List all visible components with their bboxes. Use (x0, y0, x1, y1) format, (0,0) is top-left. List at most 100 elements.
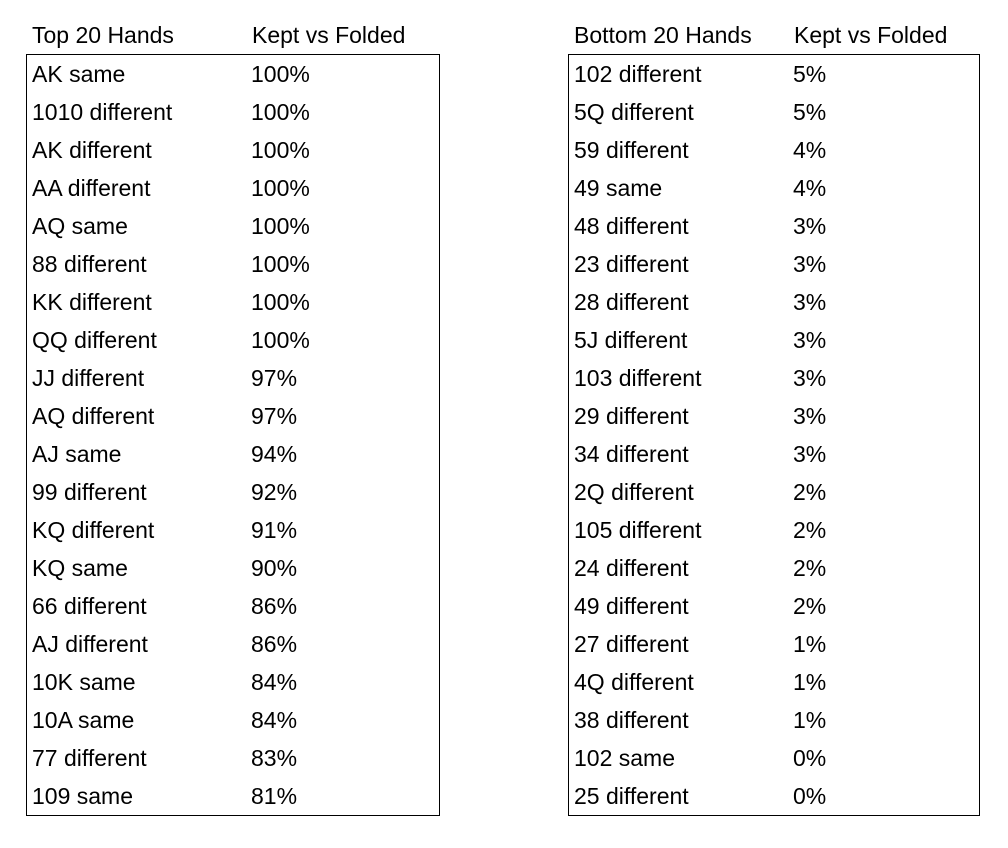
table-row: 66 different 86% (27, 587, 439, 625)
kept-percent-cell: 97% (251, 364, 298, 391)
kept-percent-cell: 94% (251, 440, 298, 467)
kept-percent-cell: 2% (793, 554, 827, 581)
hand-cell: KK different (32, 288, 152, 315)
kept-percent-cell: 4% (793, 174, 827, 201)
kept-percent-cell: 5% (793, 98, 827, 125)
table-row: 105 different 2% (569, 511, 979, 549)
hand-cell: KQ same (32, 554, 128, 581)
kept-percent-cell: 83% (251, 744, 298, 771)
table-row: 102 same 0% (569, 739, 979, 777)
kept-percent-cell: 100% (251, 98, 310, 125)
table-row: QQ different 100% (27, 321, 439, 359)
hand-cell: 99 different (32, 478, 147, 505)
table-row: 49 same 4% (569, 169, 979, 207)
hand-cell: 102 same (574, 744, 676, 771)
kept-percent-cell: 100% (251, 212, 310, 239)
kept-percent-cell: 100% (251, 136, 310, 163)
table-row: AK different 100% (27, 131, 439, 169)
kept-percent-cell: 2% (793, 592, 827, 619)
kept-percent-cell: 1% (793, 706, 827, 733)
bottom-table-header: Bottom 20 Hands Kept vs Folded (568, 16, 980, 54)
hand-cell: AQ same (32, 212, 128, 239)
kept-percent-cell: 97% (251, 402, 298, 429)
hand-cell: 49 same (574, 174, 663, 201)
table-row: 48 different 3% (569, 207, 979, 245)
table-row: 5J different 3% (569, 321, 979, 359)
kept-percent-cell: 3% (793, 250, 827, 277)
hand-cell: JJ different (32, 364, 145, 391)
table-row: AJ different 86% (27, 625, 439, 663)
hand-cell: 23 different (574, 250, 689, 277)
hand-cell: 77 different (32, 744, 147, 771)
hand-cell: 5Q different (574, 98, 694, 125)
table-row: KQ different 91% (27, 511, 439, 549)
hand-cell: AQ different (32, 402, 155, 429)
hand-cell: 103 different (574, 364, 702, 391)
hand-cell: 5J different (574, 326, 688, 353)
table-row: AK same 100% (27, 55, 439, 93)
table-row: 49 different 2% (569, 587, 979, 625)
kept-percent-cell: 84% (251, 706, 298, 733)
kept-percent-cell: 92% (251, 478, 298, 505)
hand-cell: 48 different (574, 212, 689, 239)
hand-cell: 10A same (32, 706, 135, 733)
table-row: AJ same 94% (27, 435, 439, 473)
table-row: 23 different 3% (569, 245, 979, 283)
kept-percent-cell: 100% (251, 288, 310, 315)
hand-cell: 10K same (32, 668, 136, 695)
kept-percent-cell: 0% (793, 744, 827, 771)
table-row: 38 different 1% (569, 701, 979, 739)
kept-percent-cell: 1% (793, 630, 827, 657)
hand-cell: 105 different (574, 516, 702, 543)
kept-percent-cell: 4% (793, 136, 827, 163)
hand-cell: 109 same (32, 782, 134, 809)
kept-percent-cell: 0% (793, 782, 827, 809)
hand-cell: 25 different (574, 782, 689, 809)
hand-cell: 24 different (574, 554, 689, 581)
table-row: 102 different 5% (569, 55, 979, 93)
hand-cell: 34 different (574, 440, 689, 467)
kept-percent-cell: 100% (251, 250, 310, 277)
hand-cell: 28 different (574, 288, 689, 315)
top-hands-table: Top 20 Hands Kept vs Folded AK same 100% 1… (26, 16, 440, 816)
hand-cell: 49 different (574, 592, 689, 619)
kept-percent-cell: 3% (793, 440, 827, 467)
kept-percent-cell: 2% (793, 478, 827, 505)
table-row: 88 different 100% (27, 245, 439, 283)
kept-percent-cell: 90% (251, 554, 298, 581)
bottom-table-header-hand: Bottom 20 Hands (574, 21, 752, 48)
hand-cell: AK same (32, 60, 126, 87)
hand-cell: AJ different (32, 630, 148, 657)
table-row: JJ different 97% (27, 359, 439, 397)
table-row: 28 different 3% (569, 283, 979, 321)
table-row: 10A same 84% (27, 701, 439, 739)
table-row: 34 different 3% (569, 435, 979, 473)
hand-cell: KQ different (32, 516, 155, 543)
hand-cell: 66 different (32, 592, 147, 619)
hand-cell: 2Q different (574, 478, 694, 505)
table-row: 27 different 1% (569, 625, 979, 663)
table-row: 103 different 3% (569, 359, 979, 397)
kept-percent-cell: 5% (793, 60, 827, 87)
table-row: 99 different 92% (27, 473, 439, 511)
table-row: AQ same 100% (27, 207, 439, 245)
bottom-hands-table: Bottom 20 Hands Kept vs Folded 102 diffe… (568, 16, 980, 816)
kept-percent-cell: 100% (251, 326, 310, 353)
kept-percent-cell: 3% (793, 402, 827, 429)
kept-percent-cell: 3% (793, 288, 827, 315)
kept-percent-cell: 3% (793, 326, 827, 353)
table-row: AA different 100% (27, 169, 439, 207)
table-row: 5Q different 5% (569, 93, 979, 131)
kept-percent-cell: 100% (251, 174, 310, 201)
top-table-header-hand: Top 20 Hands (32, 21, 174, 48)
table-row: 2Q different 2% (569, 473, 979, 511)
hand-cell: 102 different (574, 60, 702, 87)
table-row: 29 different 3% (569, 397, 979, 435)
kept-percent-cell: 84% (251, 668, 298, 695)
table-row: KQ same 90% (27, 549, 439, 587)
kept-percent-cell: 91% (251, 516, 298, 543)
hand-cell: 88 different (32, 250, 147, 277)
hand-cell: 38 different (574, 706, 689, 733)
hand-cell: 29 different (574, 402, 689, 429)
kept-percent-cell: 86% (251, 630, 298, 657)
